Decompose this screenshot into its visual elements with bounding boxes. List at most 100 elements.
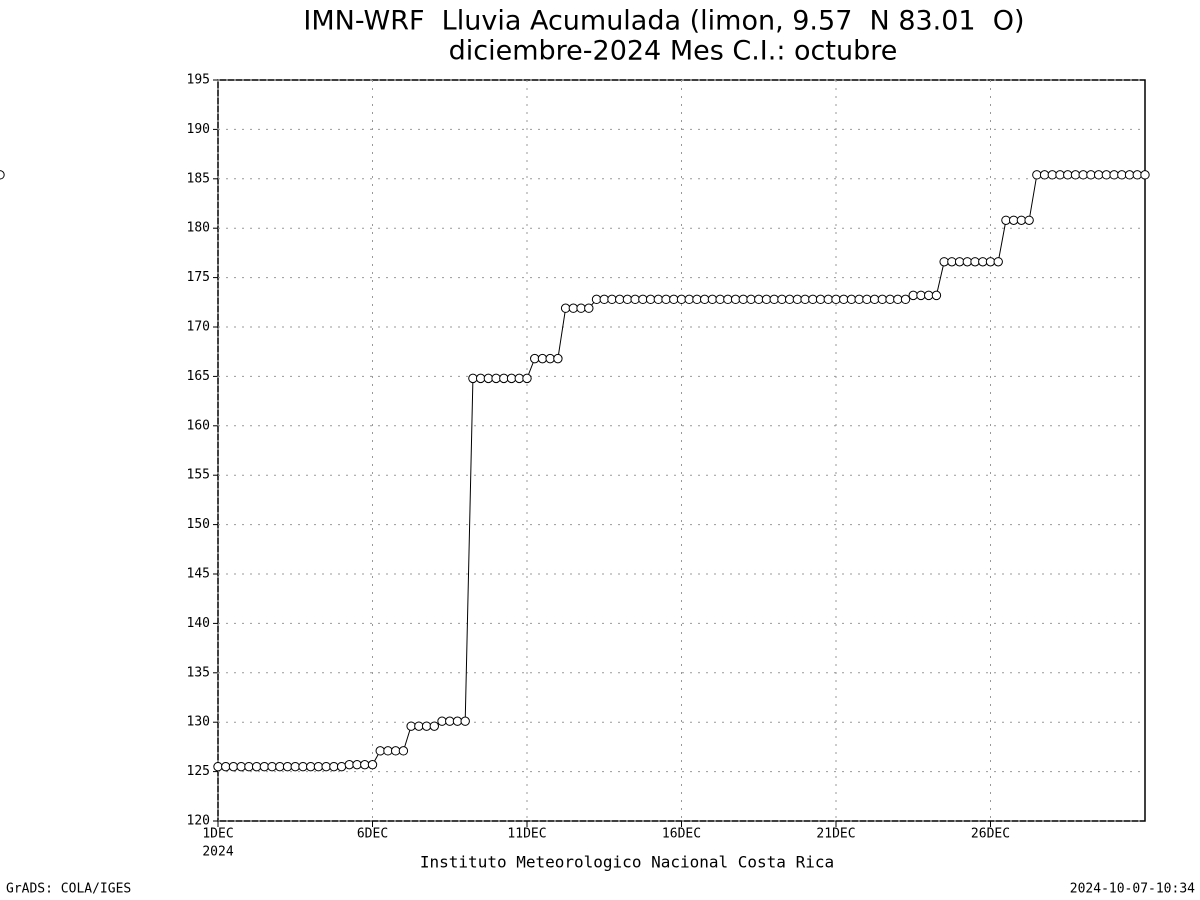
data-point [1109,170,1119,180]
data-point [522,373,532,384]
data-point [1140,170,1150,180]
y-tick-label: 190 [187,122,210,137]
y-tick-label: 150 [187,517,210,532]
data-point [893,294,903,305]
y-tick-label: 170 [187,320,210,335]
data-point [808,294,818,305]
data-point [862,294,872,305]
chart-subtitle: diciembre-2024 Mes C.I.: octubre [449,36,898,67]
data-point [653,294,664,305]
data-point [244,761,254,772]
y-tick-label: 195 [187,73,210,88]
data-point [692,294,702,305]
data-point [885,294,895,305]
data-point [908,290,918,301]
data-point [406,721,416,731]
data-point [854,294,864,305]
data-point [329,761,339,772]
data-point [846,294,857,305]
data-point [1070,170,1081,180]
data-point [1008,215,1019,225]
data-point [792,294,803,305]
data-point [1101,170,1112,180]
data-point [916,290,926,301]
data-point [228,761,239,772]
data-point [568,303,579,313]
data-point [259,761,270,772]
data-point [437,716,447,726]
data-point [506,373,517,384]
data-point [931,290,942,301]
data-point [985,257,996,267]
data-point [823,294,833,305]
data-point [699,294,710,305]
data-point [1001,215,1011,225]
data-point [537,353,548,364]
data-point [1063,170,1073,180]
data-point [375,746,385,756]
data-point [924,290,934,301]
data-point [723,294,733,305]
data-point [1039,170,1050,180]
x-axis-label: Instituto Meteorologico Nacional Costa R… [420,853,834,872]
data-point [499,373,509,384]
x-tick-label: 26DEC [971,827,1010,842]
data-point [900,294,911,305]
series-line [218,174,1145,768]
footer-left: GrADS: COLA/IGES [6,882,131,897]
data-point [1132,170,1142,180]
data-point [367,759,378,770]
data-point [452,716,463,726]
data-point [344,759,355,770]
data-point [383,746,393,756]
data-point [715,294,725,305]
data-point [707,294,718,305]
data-point [962,257,973,267]
data-point [669,294,679,305]
y-tick-label: 175 [187,270,210,285]
data-point [1117,170,1127,180]
x-tick-label: 21DEC [816,827,855,842]
data-point [530,353,540,364]
data-point [275,761,285,772]
data-point [777,294,787,305]
data-point [352,759,362,770]
y-tick-label: 125 [187,764,210,779]
data-point [676,294,687,305]
data-point [645,294,656,305]
data-point [475,373,486,384]
x-year-label: 2024 [202,845,233,860]
y-tick-label: 165 [187,369,210,384]
data-point [947,257,957,267]
y-tick-label: 140 [187,616,210,631]
data-point [684,294,694,305]
data-point [939,257,949,267]
data-point [746,294,756,305]
data-point [236,761,246,772]
data-point [1055,170,1065,180]
y-tick-label: 180 [187,221,210,236]
y-tick-label: 130 [187,715,210,730]
data-point [630,294,640,305]
data-point [738,294,748,305]
x-tick-label: 1DEC [202,827,233,842]
data-point [445,716,455,726]
data-point [267,761,277,772]
data-point [553,353,563,364]
data-point [839,294,849,305]
data-point [978,257,988,267]
data-point [321,761,331,772]
data-point [761,294,772,305]
data-point [784,294,795,305]
x-tick-label: 11DEC [507,827,546,842]
data-point [514,373,524,384]
data-point [599,294,609,305]
data-point [213,761,223,772]
data-point [414,721,424,731]
data-point [336,761,347,772]
data-point [491,373,501,384]
x-tick-label: 6DEC [357,827,388,842]
data-point [970,257,980,267]
data-point [460,716,470,726]
data-point [1024,215,1034,225]
